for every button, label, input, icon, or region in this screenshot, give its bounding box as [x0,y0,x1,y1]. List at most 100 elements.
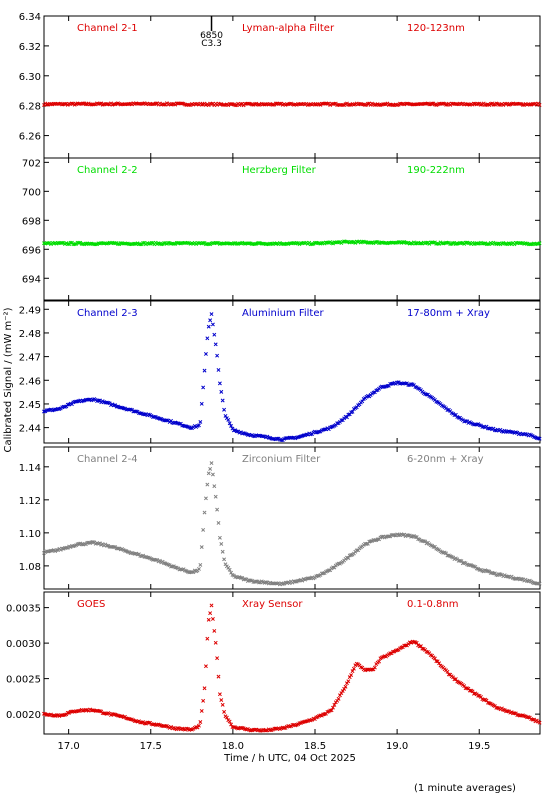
data-point [210,322,215,327]
y-tick-label: 6.28 [19,102,41,113]
data-point [208,466,213,471]
panels: 6.26 6.28 6.30 6.32 6.34 Channel 2-1 Lyman-alp… [6,12,542,752]
band-label: 190-222nm [407,165,465,176]
y-tick-label: 698 [22,216,41,227]
x-tick-label: 18.0 [222,741,244,752]
data-point [229,570,234,575]
data-point [431,544,436,549]
data-point [199,401,204,406]
data-point [220,398,225,403]
y-tick-label: 1.10 [19,529,41,540]
panel-2: 694 696 698 700 702 Channel 2-2 Herzberg Filte… [22,157,542,301]
data-point [293,579,298,584]
data-point [537,102,542,107]
data-point [202,510,207,515]
data-point [346,679,351,684]
flare-marker-class: C3.3 [201,39,222,49]
panel-5: 0.0020 0.0025 0.0030 0.0035 GOES Xray Sensor 0… [6,591,542,735]
data-point [199,709,204,713]
data-point [331,705,335,710]
data-point [273,101,278,106]
data-point [199,545,204,550]
series-points [42,101,542,108]
y-tick-label: 2.44 [19,424,41,435]
data-point [206,617,211,622]
series-points [42,461,542,587]
data-point [222,709,227,714]
panel-frame [43,300,541,444]
data-point [484,698,489,703]
data-point [219,541,224,546]
y-tick-label: 6.26 [19,132,41,143]
data-point [209,461,214,466]
data-point [227,421,232,426]
data-point [329,708,334,713]
band-label: 0.1-0.8nm [407,599,459,610]
data-point [219,698,224,702]
panel-3: 2.44 2.45 2.46 2.47 2.48 2.49 Channel 2-3 Alumi… [19,300,542,444]
data-point [201,527,206,532]
data-point [215,353,220,358]
filter-label: Lyman-alpha Filter [242,23,335,34]
y-tick-label: 2.47 [19,353,41,364]
data-point [220,549,225,554]
channel-label: Channel 2-3 [77,308,138,319]
data-point [445,669,450,674]
data-point [212,484,217,489]
data-point [350,409,355,414]
data-point [202,368,207,373]
filter-label: Herzberg Filter [242,165,317,176]
data-point [197,423,201,428]
data-point [202,686,207,691]
data-point [413,535,418,540]
series-points [42,312,542,443]
panel-frame [43,15,541,159]
data-point [198,562,203,567]
data-point [81,101,86,106]
y-tick-label: 0.0025 [6,675,41,686]
series-points [42,603,542,733]
data-point [198,720,203,724]
y-tick-label: 700 [22,187,41,198]
data-point [209,312,214,317]
data-point [351,666,356,671]
filter-label: Xray Sensor [242,599,303,610]
y-tick-label: 0.0035 [6,604,41,615]
averaging-note: (1 minute averages) [414,783,516,794]
x-tick-label: 19.0 [386,741,408,752]
x-axis-label: Time / h UTC, 04 Oct 2025 [223,753,356,764]
y-tick-label: 696 [22,245,41,256]
data-point [212,628,217,633]
data-point [206,324,211,329]
data-point [459,559,464,564]
data-point [222,407,227,412]
x-tick-label: 17.5 [140,741,162,752]
data-point [346,556,351,560]
y-tick-label: 1.14 [19,463,41,474]
data-point [224,715,229,720]
y-tick-label: 2.46 [19,376,41,387]
data-point [537,241,542,246]
y-axis-label: Calibrated Signal / (mW m⁻²) [3,307,14,452]
y-tick-label: 0.0020 [6,710,41,721]
data-point [116,546,120,551]
data-point [229,722,234,727]
data-point [220,702,225,707]
data-point [444,551,449,556]
y-tick-label: 2.48 [19,329,41,340]
filter-label: Aluminium Filter [242,308,325,319]
y-tick-label: 6.34 [19,12,41,23]
data-point [453,677,458,681]
panel-frame [43,157,541,301]
data-point [338,693,342,698]
data-point [222,557,227,562]
data-point [229,423,234,428]
data-point [537,581,542,586]
data-point [350,669,355,674]
data-point [349,673,354,678]
band-label: 6-20nm + Xray [407,454,484,465]
x-tick-label: 18.5 [304,741,326,752]
data-point [494,705,499,710]
data-point [62,101,67,106]
